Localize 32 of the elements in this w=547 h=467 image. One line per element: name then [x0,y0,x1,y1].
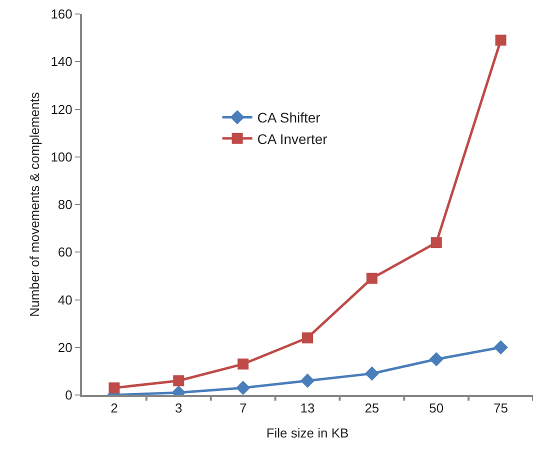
legend-label: CA Shifter [257,110,321,126]
y-tick-label: 20 [58,340,72,355]
y-tick-label: 120 [50,102,72,117]
point [302,332,313,344]
point [430,237,442,248]
y-tick-label: 140 [50,54,72,70]
y-tick-label: 80 [58,197,72,212]
x-tick-label: 2 [110,400,118,416]
x-tick-label: 25 [364,400,380,416]
point [173,375,184,386]
x-tick-label: 50 [429,400,444,416]
x-tick-label: 3 [175,400,182,416]
y-tick-label: 0 [65,388,72,403]
y-axis-title: Number of movements & complements [27,92,42,317]
x-tick-label: 7 [239,400,247,416]
point [495,34,506,46]
y-tick-label: 100 [50,149,72,164]
point [366,272,378,284]
point [108,382,120,394]
y-tick-label: 60 [58,244,72,260]
x-axis-title: File size in KB [266,426,349,441]
x-tick-label: 13 [300,400,315,416]
y-tick-label: 40 [58,292,72,308]
x-tick-label: 75 [494,400,508,416]
y-tick-label: 160 [50,6,72,22]
legend-label: CA Inverter [257,130,328,147]
point [236,380,250,395]
point [364,366,380,381]
point [494,340,508,355]
point [429,352,444,366]
point [300,374,315,388]
point [238,358,249,370]
